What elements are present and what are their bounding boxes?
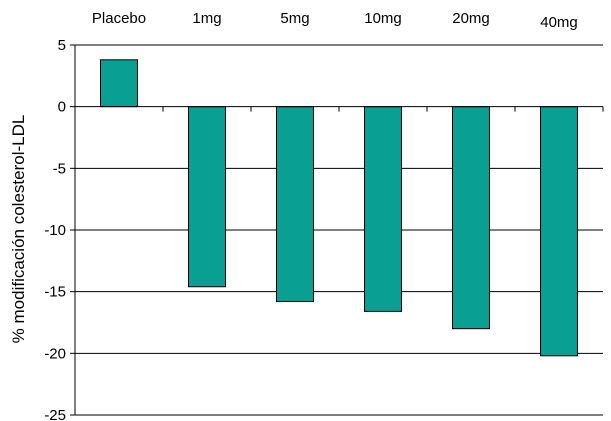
category-label: 40mg [540,14,578,31]
y-tick-label: -10 [44,222,66,239]
category-label: 20mg [452,10,490,27]
bar-10mg [364,106,402,312]
y-tick-label: -5 [53,160,66,177]
y-tick-label: -25 [44,407,66,421]
labels: 5 0 -5 -10 -15 -20 -25 Placebo 1mg 5mg 10mg 20mg 40m… [44,10,577,421]
axes [70,44,604,416]
gridlines [75,44,603,416]
category-label: 1mg [192,10,221,27]
y-tick-label: -20 [44,345,66,362]
bar-placebo [100,59,138,108]
y-tick-label: 0 [58,99,66,116]
category-label: 10mg [364,10,402,27]
y-tick-label: -15 [44,284,66,301]
category-label: 5mg [280,10,309,27]
bar-20mg [452,106,490,330]
y-tick-label: 5 [58,37,66,54]
category-label: Placebo [92,10,146,27]
bar-5mg [276,106,314,303]
bars [100,59,578,357]
bar-1mg [188,106,226,288]
bar-40mg [540,106,578,357]
y-axis-title: % modificación colesterol-LDL [9,115,28,344]
